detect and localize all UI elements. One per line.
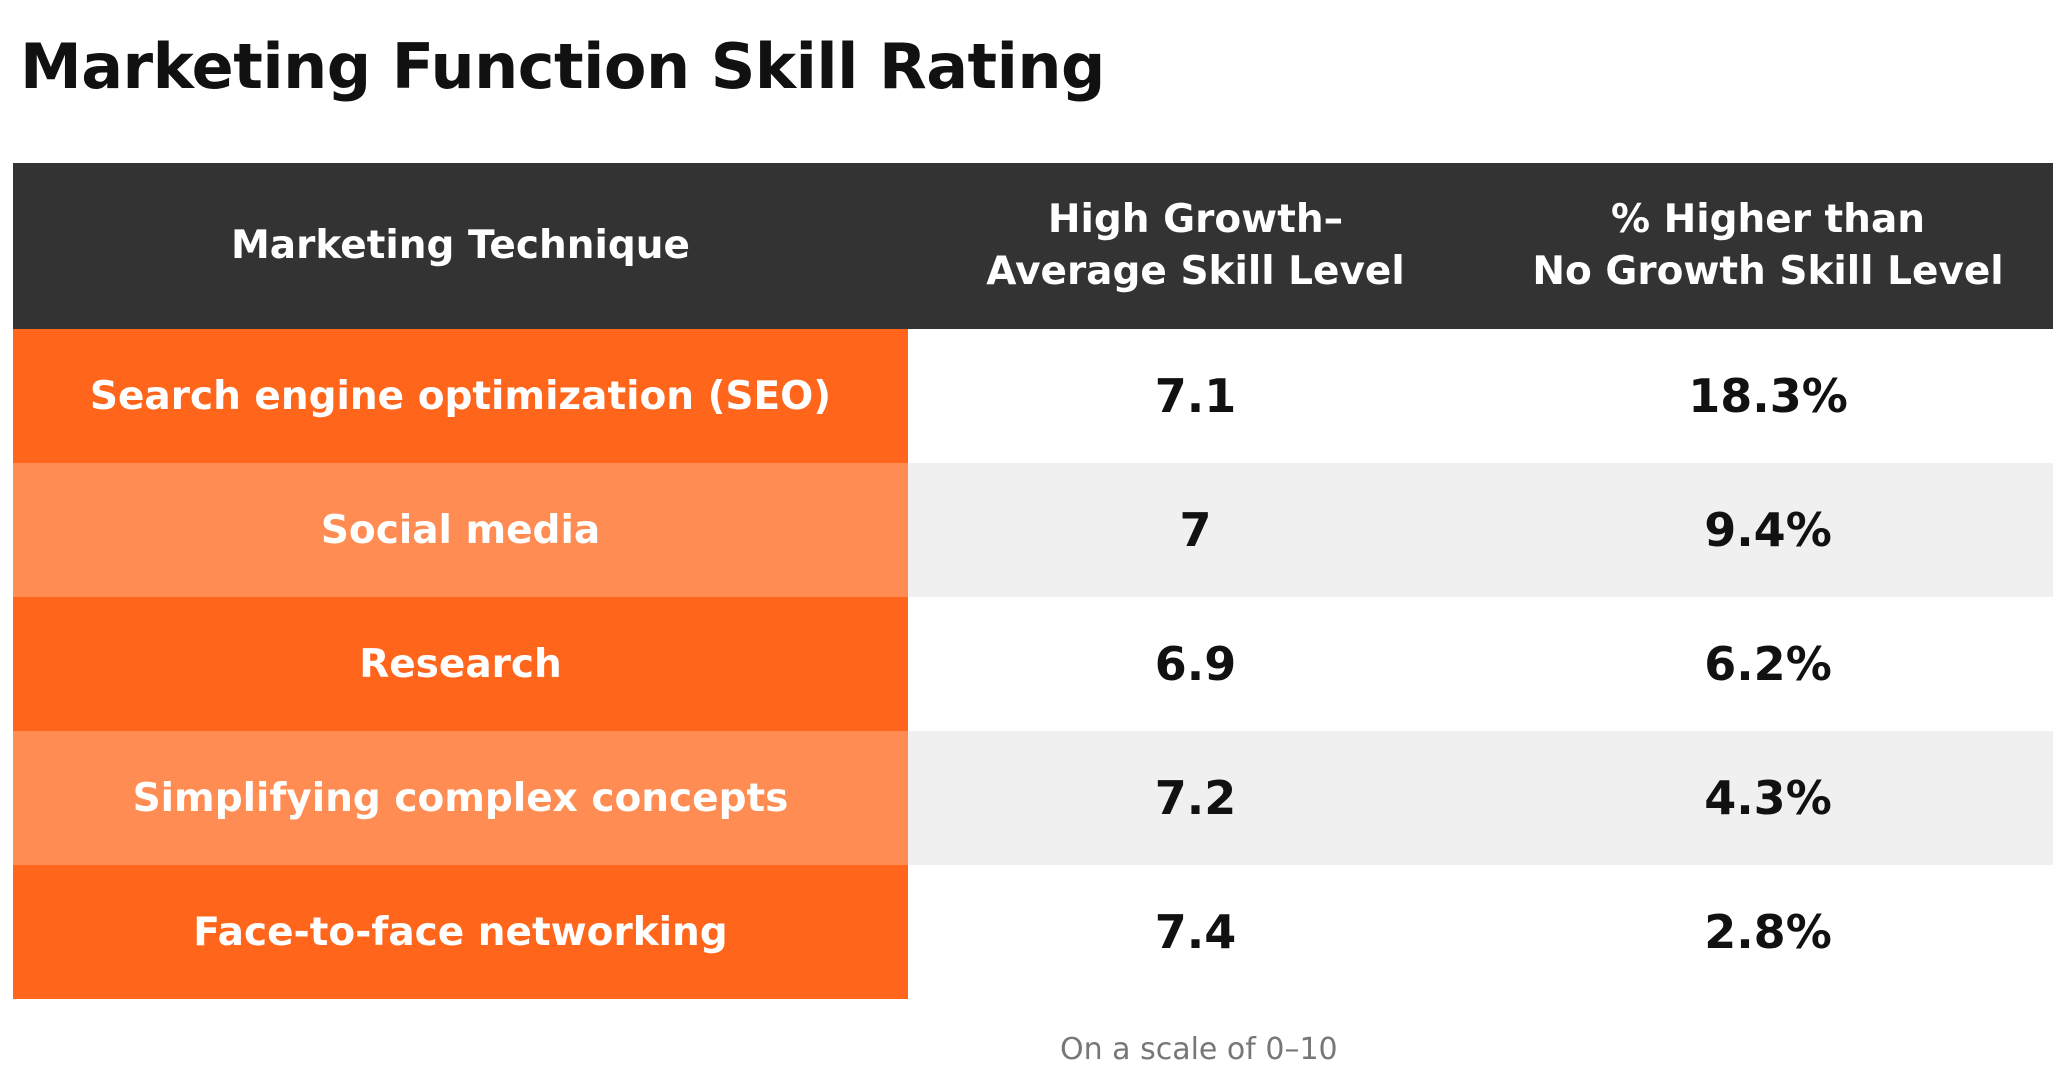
table-row: Search engine optimization (SEO) 7.1 18.…: [13, 329, 2053, 463]
pct-higher-cell: 2.8%: [1483, 865, 2053, 999]
pct-higher-cell: 9.4%: [1483, 463, 2053, 597]
pct-higher-cell: 4.3%: [1483, 731, 2053, 865]
technique-cell: Simplifying complex concepts: [13, 731, 908, 865]
pct-higher-cell: 6.2%: [1483, 597, 2053, 731]
table-row: Face-to-face networking 7.4 2.8%: [13, 865, 2053, 999]
technique-cell: Search engine optimization (SEO): [13, 329, 908, 463]
skill-level-cell: 7: [908, 463, 1483, 597]
technique-cell: Research: [13, 597, 908, 731]
header-technique: Marketing Technique: [231, 223, 690, 268]
table-row: Simplifying complex concepts 7.2 4.3%: [13, 731, 2053, 865]
technique-cell: Face-to-face networking: [13, 865, 908, 999]
skill-level-cell: 7.2: [908, 731, 1483, 865]
table-header-row: Marketing Technique High Growth– Average…: [13, 163, 2053, 329]
skill-level-cell: 7.1: [908, 329, 1483, 463]
header-pct-higher: % Higher than No Growth Skill Level: [1532, 197, 2004, 294]
table-row: Research 6.9 6.2%: [13, 597, 2053, 731]
skill-level-cell: 6.9: [908, 597, 1483, 731]
pct-higher-cell: 18.3%: [1483, 329, 2053, 463]
scale-footnote: On a scale of 0–10: [1060, 1032, 1338, 1067]
skill-rating-table: Marketing Technique High Growth– Average…: [13, 163, 2053, 999]
header-skill-level: High Growth– Average Skill Level: [986, 197, 1405, 294]
table-row: Social media 7 9.4%: [13, 463, 2053, 597]
skill-level-cell: 7.4: [908, 865, 1483, 999]
page-title: Marketing Function Skill Rating: [20, 30, 1105, 103]
technique-cell: Social media: [13, 463, 908, 597]
